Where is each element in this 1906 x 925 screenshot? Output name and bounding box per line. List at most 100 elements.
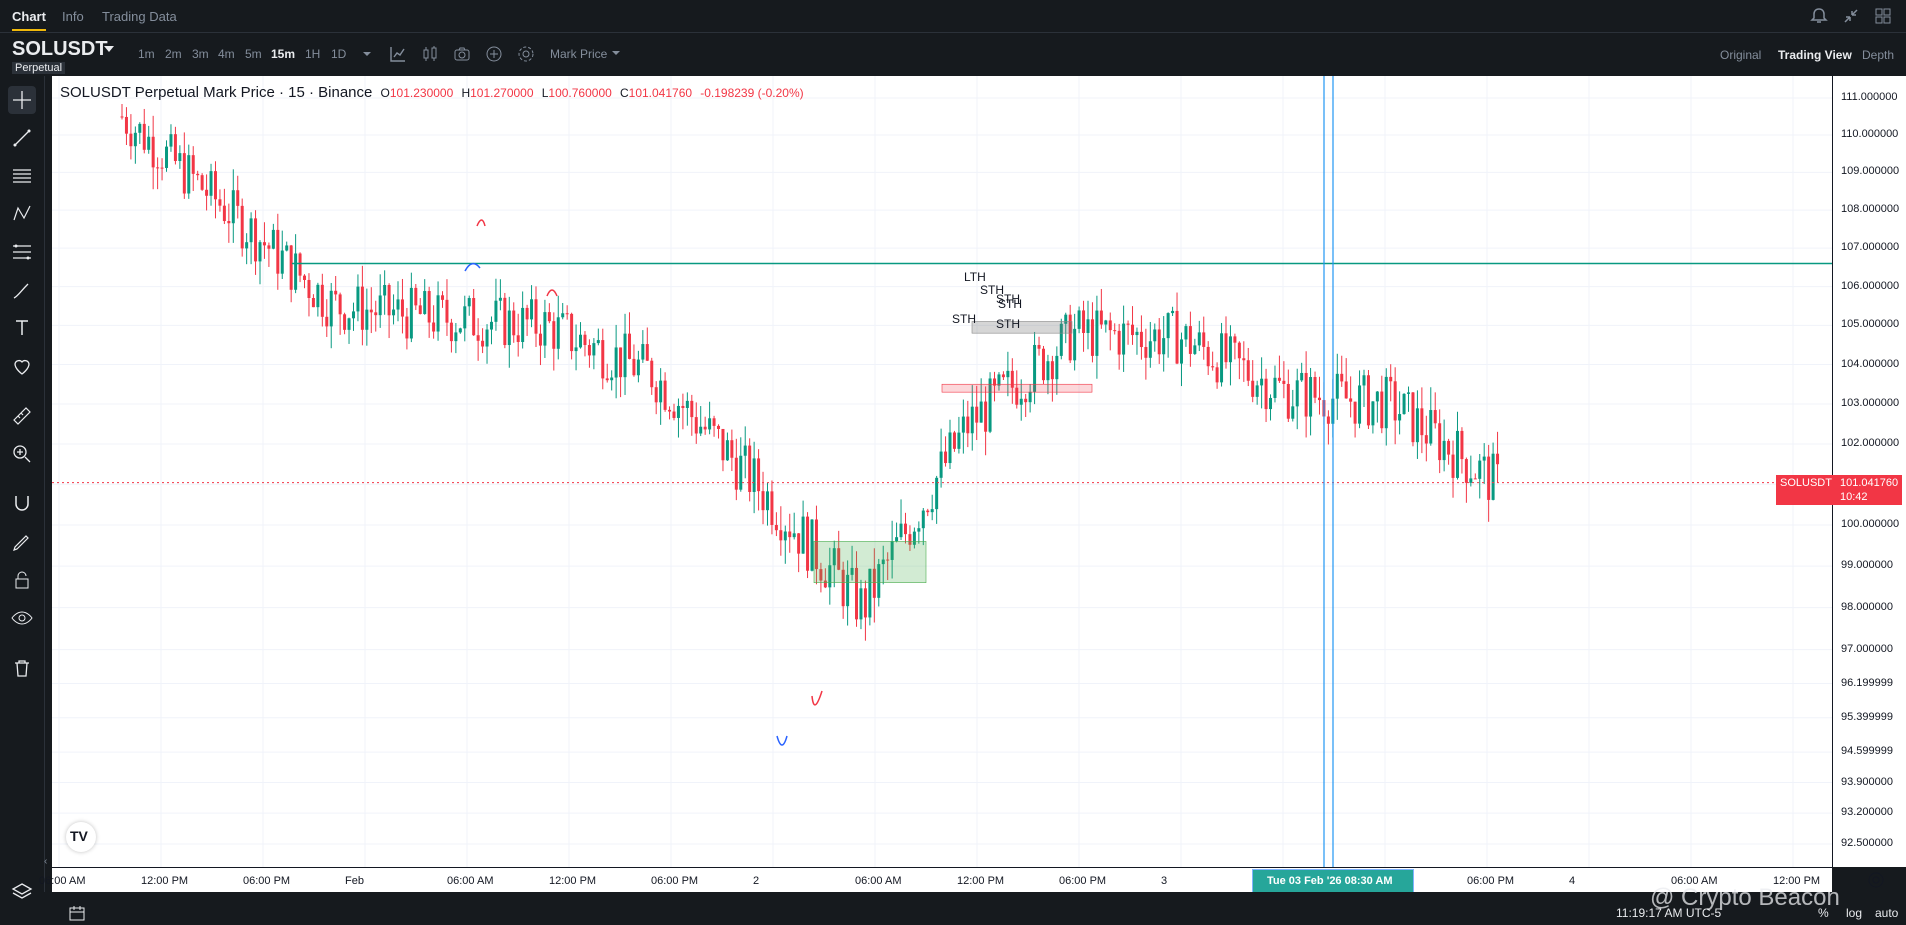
candle-body: [561, 313, 565, 318]
candle-body: [788, 531, 792, 538]
price-tick-label: 105.000000: [1841, 318, 1900, 331]
candle-body: [530, 299, 534, 320]
view-trading-view[interactable]: Trading View: [1778, 48, 1852, 62]
candle-body: [1224, 333, 1228, 363]
candle-body: [930, 509, 934, 513]
interval-5m[interactable]: 5m: [245, 47, 262, 61]
candle-body: [1317, 397, 1321, 401]
magnet-icon[interactable]: [8, 490, 36, 518]
interval-4m[interactable]: 4m: [218, 47, 235, 61]
tab-chart[interactable]: Chart: [12, 9, 46, 31]
candle-body: [1380, 391, 1384, 429]
tab-trading-data[interactable]: Trading Data: [102, 9, 177, 24]
candle-body: [325, 316, 329, 327]
log-scale-toggle[interactable]: log: [1846, 906, 1863, 920]
text-tool-icon[interactable]: [8, 314, 36, 342]
grid-layout-icon[interactable]: [1872, 5, 1894, 27]
percent-scale-toggle[interactable]: %: [1818, 906, 1829, 920]
calendar-icon[interactable]: [68, 904, 86, 922]
more-intervals-icon[interactable]: [357, 44, 377, 64]
tab-info[interactable]: Info: [62, 9, 84, 24]
chevron-down-icon[interactable]: [104, 46, 114, 52]
candle-body: [1202, 332, 1206, 347]
candle-body: [1193, 345, 1197, 354]
heart-icon[interactable]: [8, 352, 36, 380]
candle-body: [280, 250, 284, 274]
drawn-arc: [464, 262, 481, 272]
candle-body: [654, 387, 658, 403]
candle-body: [1269, 397, 1273, 410]
chevron-down-icon[interactable]: [606, 43, 626, 63]
candle-body: [984, 401, 988, 432]
fib-tool-icon[interactable]: [8, 238, 36, 266]
candle-body: [351, 311, 355, 319]
time-tick-label: 06:00 AM: [1671, 875, 1718, 887]
collapse-sidebar-icon[interactable]: ‹: [44, 856, 48, 867]
interval-2m[interactable]: 2m: [165, 47, 182, 61]
interval-1d[interactable]: 1D: [331, 47, 347, 61]
settings-icon[interactable]: [516, 44, 536, 64]
time-tick-label: 06:00 PM: [1059, 875, 1107, 887]
time-scale[interactable]: 06:00 AM 12:00 PM 06:00 PM Feb 06:00 AM 12:00…: [39, 867, 1832, 893]
candle-body: [734, 457, 738, 490]
add-icon[interactable]: [484, 44, 504, 64]
interval-15m[interactable]: 15m: [271, 47, 296, 61]
camera-icon[interactable]: [452, 44, 472, 64]
candle-body: [556, 317, 560, 349]
chart-canvas[interactable]: LTH STH STH STH STH STH: [52, 76, 1832, 867]
lock-icon[interactable]: [8, 566, 36, 594]
candle-body: [694, 417, 698, 434]
legend-change: -0.198239 (-0.20%): [700, 86, 804, 100]
candle-body: [1371, 401, 1375, 426]
candle-body: [1144, 347, 1148, 358]
bell-icon[interactable]: [1808, 5, 1830, 27]
horizontal-lines-tool-icon[interactable]: [8, 162, 36, 190]
brush-tool-icon[interactable]: [8, 276, 36, 304]
candle-body: [988, 378, 992, 432]
candle-body: [182, 153, 186, 194]
eye-icon[interactable]: [8, 604, 36, 632]
price-tick-label: 111.000000: [1841, 91, 1898, 103]
candle-type-icon[interactable]: [420, 44, 440, 64]
watermark: @ Crypto Beacon: [1650, 884, 1840, 911]
candle-body: [819, 569, 823, 581]
candle-body: [1131, 324, 1135, 336]
time-tick-label: 4: [1569, 875, 1576, 887]
candle-body: [489, 321, 493, 330]
collapse-arrows-icon[interactable]: [1840, 5, 1862, 27]
indicators-icon[interactable]: [388, 44, 408, 64]
interval-3m[interactable]: 3m: [192, 47, 209, 61]
pattern-tool-icon[interactable]: [8, 200, 36, 228]
zoom-in-icon[interactable]: [8, 440, 36, 468]
utc-clock[interactable]: 11:19:17 AM UTC-5: [1616, 906, 1722, 920]
price-tick-label: 109.000000: [1841, 165, 1900, 178]
pencil-lock-icon[interactable]: [8, 528, 36, 556]
candle-body: [173, 134, 177, 162]
symbol-selector[interactable]: SOLUSDT: [12, 38, 108, 60]
view-original[interactable]: Original: [1720, 48, 1762, 62]
candle-body: [690, 400, 694, 418]
interval-1h[interactable]: 1H: [305, 47, 321, 61]
ruler-icon[interactable]: [8, 402, 36, 430]
trend-line-tool-icon[interactable]: [8, 124, 36, 152]
price-tick-label: 104.000000: [1841, 357, 1900, 370]
gear-icon[interactable]: [1866, 870, 1886, 890]
interval-1m[interactable]: 1m: [138, 47, 155, 61]
candle-body: [730, 440, 734, 458]
candle-body: [863, 588, 867, 618]
price-scale[interactable]: 111.000000 110.000000 109.000000 108.000000…: [1832, 76, 1906, 867]
trash-icon[interactable]: [8, 654, 36, 682]
candle-body: [209, 171, 213, 196]
price-tick-label: 102.000000: [1841, 436, 1900, 449]
view-depth[interactable]: Depth: [1862, 48, 1895, 62]
time-tick-label: 06:00 PM: [651, 875, 699, 887]
price-type-select[interactable]: Mark Price: [550, 47, 608, 61]
auto-scale-toggle[interactable]: auto: [1875, 906, 1899, 920]
layers-icon[interactable]: [10, 880, 34, 904]
candle-body: [1402, 393, 1406, 415]
crosshair-tool-icon[interactable]: [8, 86, 36, 114]
candle-body: [1487, 456, 1491, 500]
tradingview-logo[interactable]: TV: [66, 822, 96, 852]
candle-body: [436, 295, 440, 332]
